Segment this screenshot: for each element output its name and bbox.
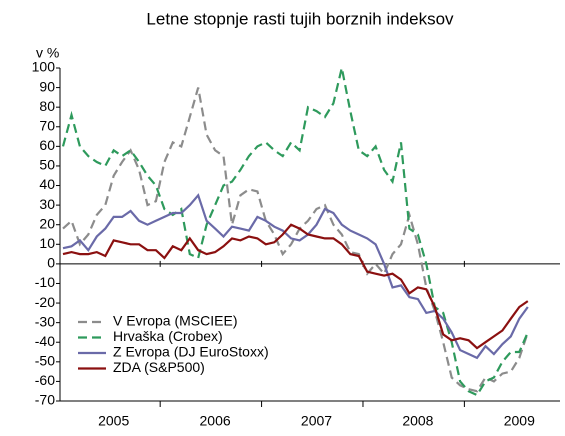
y-tick-label: 40 [39, 176, 55, 192]
x-tick-label: 2008 [402, 413, 433, 429]
series-line [61, 67, 529, 397]
y-tick-label: 0 [47, 255, 55, 271]
y-tick-label: 70 [39, 117, 55, 133]
y-tick-label: 100 [32, 59, 56, 75]
series-line [62, 87, 529, 393]
y-tick-label: -50 [35, 353, 55, 369]
y-tick-label: 90 [39, 78, 55, 94]
legend-label: Hrvaška (Crobex) [113, 328, 223, 344]
y-tick-label: -20 [35, 294, 55, 310]
series-line [62, 223, 529, 350]
chart-title: Letne stopnje rasti tujih borznih indeks… [146, 9, 454, 28]
y-tick-label: 20 [39, 215, 55, 231]
y-tick-label: -40 [35, 333, 55, 349]
y-tick-label: 10 [39, 235, 55, 251]
x-tick-label: 2006 [200, 413, 231, 429]
y-tick-label: -30 [35, 313, 55, 329]
y-axis-label: v % [36, 45, 59, 61]
y-tick-label: -10 [35, 274, 55, 290]
legend-label: V Evropa (MSCIEE) [113, 313, 237, 329]
x-tick-label: 2009 [504, 413, 535, 429]
y-tick-label: -60 [35, 372, 55, 388]
y-tick-label: 50 [39, 157, 55, 173]
series-line [62, 193, 529, 360]
legend-label: ZDA (S&P500) [113, 359, 205, 375]
x-tick-label: 2007 [301, 413, 332, 429]
y-tick-label: 80 [39, 98, 55, 114]
y-tick-label: 60 [39, 137, 55, 153]
y-tick-label: -70 [35, 392, 55, 408]
y-tick-label: 30 [39, 196, 55, 212]
x-tick-label: 2005 [98, 413, 129, 429]
legend-label: Z Evropa (DJ EuroStoxx) [113, 344, 269, 360]
